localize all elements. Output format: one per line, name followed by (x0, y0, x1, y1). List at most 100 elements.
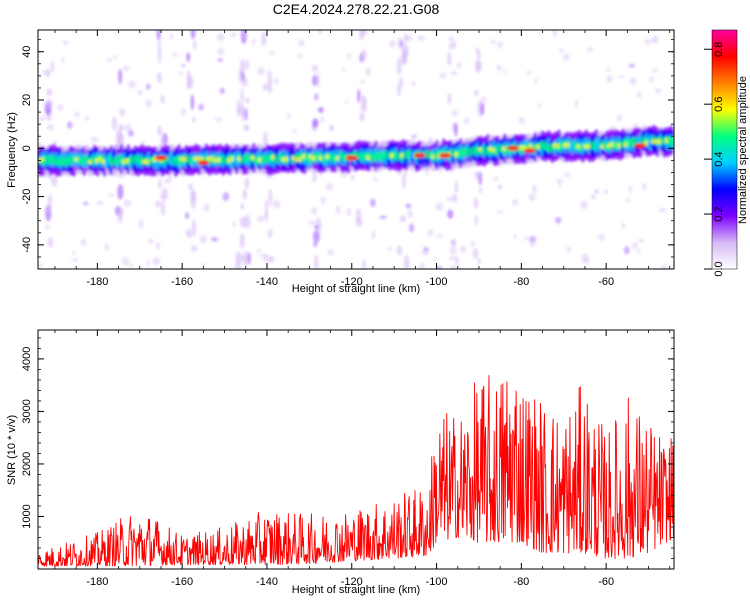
heatmap-cell (156, 242, 160, 250)
heatmap-cell (474, 214, 478, 227)
heatmap-cell (523, 236, 530, 241)
heatmap-cell (157, 179, 162, 190)
heatmap-cell (450, 71, 459, 76)
heatmap-cell (314, 254, 319, 269)
heatmap-cell (191, 245, 198, 252)
heatmap-cell (644, 38, 652, 46)
heatmap-cell (427, 229, 434, 237)
heatmap-cell (628, 185, 632, 194)
heatmap-cell (159, 194, 167, 200)
heatmap-cell (117, 213, 123, 224)
heatmap-cell (330, 125, 334, 132)
y-tick-label: -20 (21, 189, 33, 205)
heatmap-cell (193, 39, 197, 51)
heatmap-cell (450, 265, 456, 269)
x-tick-label: -180 (86, 576, 108, 588)
colorbar-tick-label: 0.2 (713, 206, 725, 221)
heatmap-cell (463, 117, 470, 125)
heatmap-cell (359, 112, 365, 122)
y-tick-label: 20 (21, 94, 33, 106)
heatmap-cell (184, 212, 190, 219)
heatmap-cell (435, 234, 444, 238)
heatmap-cell (273, 78, 280, 85)
heatmap-cell (450, 239, 456, 246)
heatmap-cell (439, 72, 447, 79)
heatmap-cell (251, 38, 257, 45)
heatmap-cell (242, 188, 248, 200)
y-tick-label: 40 (21, 46, 33, 58)
heatmap-cell (534, 78, 538, 85)
heatmap-cell (597, 233, 606, 241)
heatmap-cell (147, 238, 154, 244)
heatmap-cell (190, 94, 195, 111)
heatmap-cell (214, 117, 223, 122)
heatmap-peak (634, 143, 647, 149)
y-tick-label: 4000 (21, 347, 33, 371)
heatmap-cell (62, 39, 69, 45)
heatmap-cell (47, 237, 54, 248)
heatmap-cell (369, 198, 376, 208)
heatmap-cell (267, 228, 273, 236)
heatmap-cell (625, 198, 631, 203)
colorbar-tick-label: 0.6 (713, 97, 725, 112)
heatmap-cell (210, 236, 219, 242)
x-tick-label: -120 (341, 576, 363, 588)
heatmap-cell (528, 193, 536, 202)
heatmap-cell (558, 180, 562, 188)
spectrogram-frame (37, 29, 675, 270)
x-tick-label: -140 (256, 276, 278, 288)
spectrogram-y-label: Frequency (Hz) (6, 112, 18, 188)
heatmap-cell (307, 220, 316, 225)
heatmap-cell (192, 116, 196, 123)
heatmap-cell (48, 194, 52, 210)
heatmap-cell (474, 59, 480, 66)
heatmap-cell (264, 198, 269, 216)
heatmap-cell (667, 136, 674, 146)
heatmap-cell (581, 253, 589, 262)
heatmap-cell (124, 123, 132, 132)
heatmap-cell (372, 177, 379, 182)
heatmap-cell (502, 69, 507, 74)
heatmap-cell (349, 174, 355, 181)
heatmap-cell (476, 49, 481, 61)
heatmap-cell (312, 206, 317, 216)
heatmap-cell (84, 115, 90, 121)
heatmap-cell (580, 200, 588, 210)
heatmap-cell (389, 39, 396, 49)
heatmap-cell (478, 171, 483, 186)
y-tick-label: -40 (21, 237, 33, 253)
heatmap-cell (164, 177, 172, 184)
heatmap-cell (240, 254, 247, 262)
heatmap-cell (371, 230, 376, 240)
heatmap-cell (574, 99, 579, 108)
heatmap-cell (448, 255, 457, 261)
heatmap-cell (436, 265, 442, 269)
heatmap-cell (555, 216, 562, 224)
heatmap-cell (335, 205, 341, 214)
heatmap-cell (313, 241, 318, 248)
heatmap-cell (477, 258, 481, 265)
heatmap-cell (157, 125, 163, 137)
heatmap-cell (401, 48, 408, 65)
heatmap-cell (518, 117, 526, 125)
colorbar-tick-label: 0.8 (713, 42, 725, 57)
heatmap-cell (201, 263, 207, 267)
colorbar: 0.0 0.2 0.4 0.6 0.8 Normalized spectral ampl… (704, 29, 749, 277)
heatmap-cell (171, 53, 179, 57)
heatmap-cell (616, 114, 623, 122)
heatmap-cell (658, 207, 666, 213)
heatmap-cell (496, 64, 502, 72)
y-tick-label: 3000 (21, 399, 33, 423)
heatmap-cell (454, 122, 458, 137)
heatmap-cell (156, 71, 162, 84)
heatmap-cell (268, 188, 273, 207)
heatmap-peak (197, 160, 210, 166)
heatmap-cell (198, 104, 204, 111)
snr-x-ticks: -180 -160 -140 -120 -100 -80 -60 (54, 330, 671, 588)
heatmap-cell (446, 196, 451, 202)
heatmap-cell (310, 208, 315, 214)
heatmap-cell (46, 124, 55, 131)
snr-y-ticks: 1000 2000 3000 4000 (21, 337, 674, 570)
heatmap-cell (127, 129, 134, 137)
heatmap-cell (71, 258, 79, 263)
